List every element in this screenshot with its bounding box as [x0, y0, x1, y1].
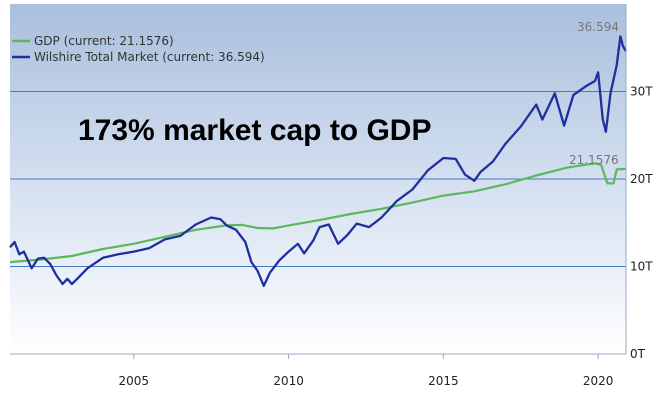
- x-tick-label: 2020: [583, 374, 614, 388]
- y-tick-label: 30T: [630, 85, 653, 99]
- x-tick-label: 2005: [119, 374, 150, 388]
- series-layer: [9, 35, 627, 287]
- legend-label-gdp: GDP (current: 21.1576): [34, 34, 174, 48]
- y-tick-label: 20T: [630, 172, 653, 186]
- wilshire-end-label: 36.594: [577, 20, 619, 34]
- market-cap-annotation: 173% market cap to GDP: [78, 114, 431, 147]
- wilshire-line: [9, 35, 627, 287]
- x-tick-label: 2015: [428, 374, 459, 388]
- y-tick-label: 10T: [630, 260, 653, 274]
- y-tick-label: 0T: [630, 347, 646, 361]
- gdp-end-label: 21.1576: [569, 153, 619, 167]
- y-axis: 0T 10T 20T 30T: [625, 4, 653, 361]
- gdp-line: [9, 162, 627, 264]
- legend-label-wilshire: Wilshire Total Market (current: 36.594): [34, 50, 265, 64]
- legend: GDP (current: 21.1576) Wilshire Total Ma…: [12, 34, 265, 64]
- x-axis: 2005 2010 2015 2020: [10, 353, 626, 388]
- x-tick-label: 2010: [273, 374, 304, 388]
